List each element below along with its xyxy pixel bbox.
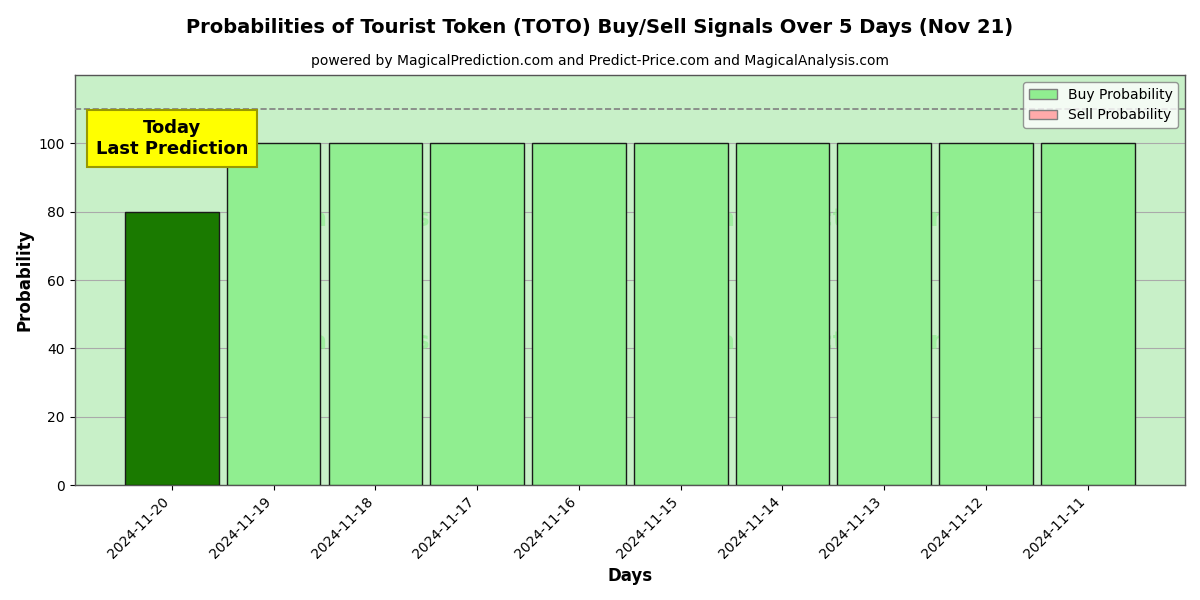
Y-axis label: Probability: Probability (16, 229, 34, 331)
Text: MagicalPrediction.com: MagicalPrediction.com (636, 329, 958, 353)
Bar (838, 143, 931, 485)
Text: MagicalAnalysis.com: MagicalAnalysis.com (228, 329, 521, 353)
Text: MagicalPrediction.com: MagicalPrediction.com (636, 206, 958, 230)
Text: powered by MagicalPrediction.com and Predict-Price.com and MagicalAnalysis.com: powered by MagicalPrediction.com and Pre… (311, 54, 889, 68)
Bar (431, 143, 524, 485)
Bar (940, 143, 1033, 485)
Bar (736, 143, 829, 485)
Bar (125, 212, 218, 485)
Bar (532, 143, 625, 485)
Bar (634, 143, 727, 485)
X-axis label: Days: Days (607, 567, 653, 585)
Text: MagicalAnalysis.com: MagicalAnalysis.com (228, 206, 521, 230)
Text: Probabilities of Tourist Token (TOTO) Buy/Sell Signals Over 5 Days (Nov 21): Probabilities of Tourist Token (TOTO) Bu… (186, 18, 1014, 37)
Bar (1040, 143, 1134, 485)
Bar (329, 143, 422, 485)
Text: Today
Last Prediction: Today Last Prediction (96, 119, 248, 158)
Bar (227, 143, 320, 485)
Legend: Buy Probability, Sell Probability: Buy Probability, Sell Probability (1024, 82, 1178, 128)
